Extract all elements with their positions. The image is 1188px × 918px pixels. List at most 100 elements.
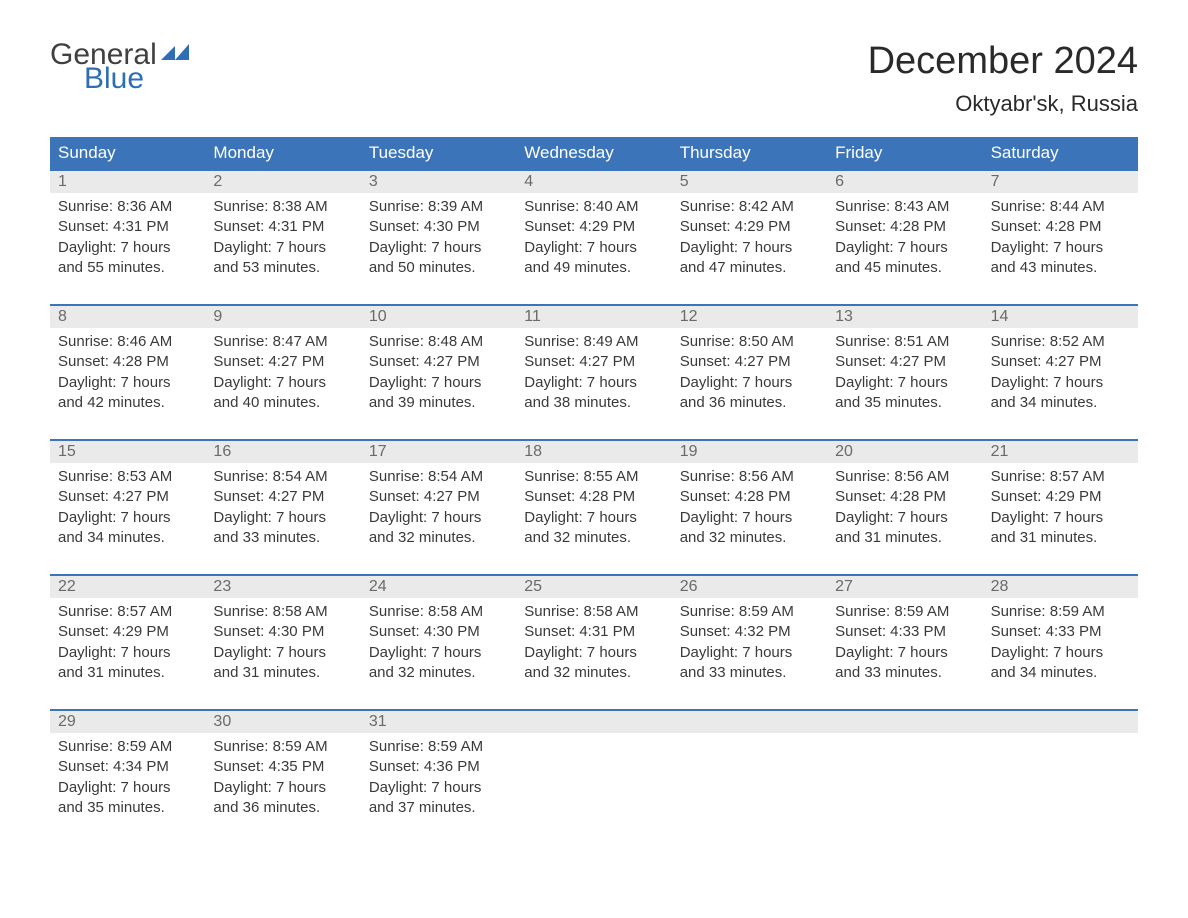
daylight-line-1: Daylight: 7 hours (991, 373, 1130, 393)
week-row: 1234567Sunrise: 8:36 AMSunset: 4:31 PMDa… (50, 169, 1138, 286)
sunset-line: Sunset: 4:28 PM (835, 217, 974, 237)
daylight-line-1: Daylight: 7 hours (524, 373, 663, 393)
sunrise-line: Sunrise: 8:59 AM (213, 737, 352, 757)
sunrise-line: Sunrise: 8:51 AM (835, 332, 974, 352)
day-cell: Sunrise: 8:59 AMSunset: 4:36 PMDaylight:… (361, 733, 516, 826)
sunrise-line: Sunrise: 8:39 AM (369, 197, 508, 217)
day-cell: Sunrise: 8:46 AMSunset: 4:28 PMDaylight:… (50, 328, 205, 421)
sunset-line: Sunset: 4:34 PM (58, 757, 197, 777)
sunrise-line: Sunrise: 8:36 AM (58, 197, 197, 217)
day-number: 19 (672, 441, 827, 463)
sunrise-line: Sunrise: 8:59 AM (835, 602, 974, 622)
day-number: 16 (205, 441, 360, 463)
sunset-line: Sunset: 4:28 PM (835, 487, 974, 507)
sunrise-line: Sunrise: 8:46 AM (58, 332, 197, 352)
sunset-line: Sunset: 4:28 PM (58, 352, 197, 372)
day-cell: Sunrise: 8:57 AMSunset: 4:29 PMDaylight:… (983, 463, 1138, 556)
daylight-line-2: and 31 minutes. (991, 528, 1130, 548)
day-cell: Sunrise: 8:39 AMSunset: 4:30 PMDaylight:… (361, 193, 516, 286)
daylight-line-2: and 49 minutes. (524, 258, 663, 278)
sunrise-line: Sunrise: 8:58 AM (213, 602, 352, 622)
day-header-cell: Monday (205, 137, 360, 169)
daynum-row: 15161718192021 (50, 441, 1138, 463)
daylight-line-2: and 50 minutes. (369, 258, 508, 278)
sunset-line: Sunset: 4:27 PM (213, 487, 352, 507)
daylight-line-1: Daylight: 7 hours (835, 643, 974, 663)
day-number: 15 (50, 441, 205, 463)
daylight-line-2: and 34 minutes. (58, 528, 197, 548)
day-number (983, 711, 1138, 733)
daylight-line-2: and 43 minutes. (991, 258, 1130, 278)
sunset-line: Sunset: 4:29 PM (680, 217, 819, 237)
sunrise-line: Sunrise: 8:38 AM (213, 197, 352, 217)
day-number: 10 (361, 306, 516, 328)
sunrise-line: Sunrise: 8:57 AM (58, 602, 197, 622)
day-header-cell: Wednesday (516, 137, 671, 169)
sunrise-line: Sunrise: 8:59 AM (369, 737, 508, 757)
day-header-cell: Friday (827, 137, 982, 169)
sunset-line: Sunset: 4:27 PM (369, 352, 508, 372)
sunrise-line: Sunrise: 8:55 AM (524, 467, 663, 487)
sunset-line: Sunset: 4:28 PM (524, 487, 663, 507)
day-number: 7 (983, 171, 1138, 193)
daylight-line-1: Daylight: 7 hours (680, 373, 819, 393)
title-block: December 2024 Oktyabr'sk, Russia (868, 40, 1138, 117)
day-cell: Sunrise: 8:57 AMSunset: 4:29 PMDaylight:… (50, 598, 205, 691)
day-number: 24 (361, 576, 516, 598)
sunrise-line: Sunrise: 8:59 AM (58, 737, 197, 757)
sunrise-line: Sunrise: 8:42 AM (680, 197, 819, 217)
sunrise-line: Sunrise: 8:59 AM (680, 602, 819, 622)
daylight-line-1: Daylight: 7 hours (680, 238, 819, 258)
daylight-line-2: and 55 minutes. (58, 258, 197, 278)
daylight-line-2: and 42 minutes. (58, 393, 197, 413)
day-cell: Sunrise: 8:54 AMSunset: 4:27 PMDaylight:… (205, 463, 360, 556)
sunrise-line: Sunrise: 8:56 AM (680, 467, 819, 487)
day-cell: Sunrise: 8:59 AMSunset: 4:34 PMDaylight:… (50, 733, 205, 826)
daylight-line-2: and 35 minutes. (58, 798, 197, 818)
daylight-line-2: and 32 minutes. (524, 663, 663, 683)
sunset-line: Sunset: 4:27 PM (524, 352, 663, 372)
sunset-line: Sunset: 4:30 PM (369, 622, 508, 642)
daylight-line-2: and 32 minutes. (680, 528, 819, 548)
day-cell (672, 733, 827, 826)
sunrise-line: Sunrise: 8:58 AM (369, 602, 508, 622)
day-cell: Sunrise: 8:59 AMSunset: 4:32 PMDaylight:… (672, 598, 827, 691)
sunset-line: Sunset: 4:35 PM (213, 757, 352, 777)
sunrise-line: Sunrise: 8:40 AM (524, 197, 663, 217)
daylight-line-1: Daylight: 7 hours (58, 373, 197, 393)
sunset-line: Sunset: 4:33 PM (835, 622, 974, 642)
sunset-line: Sunset: 4:36 PM (369, 757, 508, 777)
daylight-line-1: Daylight: 7 hours (991, 643, 1130, 663)
sunset-line: Sunset: 4:29 PM (524, 217, 663, 237)
daylight-line-1: Daylight: 7 hours (213, 508, 352, 528)
daylight-line-2: and 31 minutes. (835, 528, 974, 548)
day-cell: Sunrise: 8:43 AMSunset: 4:28 PMDaylight:… (827, 193, 982, 286)
sunrise-line: Sunrise: 8:47 AM (213, 332, 352, 352)
daylight-line-1: Daylight: 7 hours (680, 643, 819, 663)
daylight-line-1: Daylight: 7 hours (680, 508, 819, 528)
daylight-line-2: and 47 minutes. (680, 258, 819, 278)
daylight-line-1: Daylight: 7 hours (835, 508, 974, 528)
day-cell: Sunrise: 8:36 AMSunset: 4:31 PMDaylight:… (50, 193, 205, 286)
daylight-line-2: and 53 minutes. (213, 258, 352, 278)
daylight-line-1: Daylight: 7 hours (369, 238, 508, 258)
sunset-line: Sunset: 4:27 PM (991, 352, 1130, 372)
day-header-cell: Sunday (50, 137, 205, 169)
sunset-line: Sunset: 4:27 PM (680, 352, 819, 372)
day-cell: Sunrise: 8:56 AMSunset: 4:28 PMDaylight:… (827, 463, 982, 556)
day-number: 27 (827, 576, 982, 598)
day-number: 9 (205, 306, 360, 328)
sunset-line: Sunset: 4:27 PM (835, 352, 974, 372)
daylight-line-1: Daylight: 7 hours (58, 238, 197, 258)
day-number: 30 (205, 711, 360, 733)
day-number: 18 (516, 441, 671, 463)
daylight-line-2: and 33 minutes. (213, 528, 352, 548)
daylight-line-2: and 33 minutes. (680, 663, 819, 683)
daylight-line-2: and 32 minutes. (524, 528, 663, 548)
daylight-line-2: and 36 minutes. (213, 798, 352, 818)
sunrise-line: Sunrise: 8:52 AM (991, 332, 1130, 352)
day-number: 1 (50, 171, 205, 193)
calendar: SundayMondayTuesdayWednesdayThursdayFrid… (50, 137, 1138, 826)
day-number: 25 (516, 576, 671, 598)
day-number: 17 (361, 441, 516, 463)
